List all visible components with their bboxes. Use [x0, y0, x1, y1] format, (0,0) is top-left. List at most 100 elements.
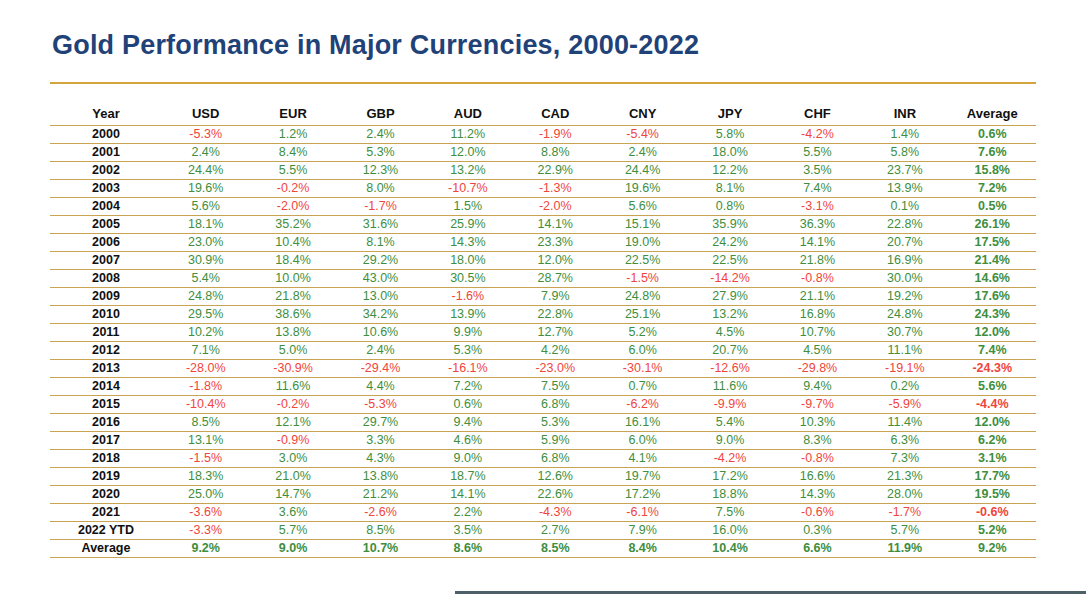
column-header-jpy: JPY — [686, 100, 773, 126]
value-cell: -0.8% — [774, 270, 861, 288]
value-cell: 6.8% — [512, 450, 599, 468]
value-cell: 31.6% — [337, 216, 424, 234]
value-cell: 10.4% — [686, 540, 773, 558]
value-cell: 20.7% — [861, 234, 948, 252]
table-row-2009: 200924.8%21.8%13.0%-1.6%7.9%24.8%27.9%21… — [50, 288, 1036, 306]
table-row-2021: 2021-3.6%3.6%-2.6%2.2%-4.3%-6.1%7.5%-0.6… — [50, 504, 1036, 522]
value-cell: -9.9% — [686, 396, 773, 414]
value-cell: 28.0% — [861, 486, 948, 504]
value-cell: 21.0% — [249, 468, 336, 486]
value-cell: 7.9% — [599, 522, 686, 540]
table-header-row: YearUSDEURGBPAUDCADCNYJPYCHFINRAverage — [50, 100, 1036, 126]
value-cell: -3.3% — [162, 522, 249, 540]
value-cell: -9.7% — [774, 396, 861, 414]
value-cell: 0.5% — [949, 198, 1036, 216]
value-cell: 8.8% — [512, 144, 599, 162]
value-cell: 9.4% — [774, 378, 861, 396]
value-cell: -0.2% — [249, 180, 336, 198]
value-cell: 17.2% — [686, 468, 773, 486]
value-cell: -3.6% — [162, 504, 249, 522]
row-label: 2018 — [50, 450, 162, 468]
value-cell: 3.1% — [949, 450, 1036, 468]
value-cell: 8.3% — [774, 432, 861, 450]
value-cell: 5.3% — [337, 144, 424, 162]
value-cell: -23.0% — [512, 360, 599, 378]
value-cell: -5.9% — [861, 396, 948, 414]
table-row-2007: 200730.9%18.4%29.2%18.0%12.0%22.5%22.5%2… — [50, 252, 1036, 270]
value-cell: 16.6% — [774, 468, 861, 486]
value-cell: 13.0% — [337, 288, 424, 306]
value-cell: -0.8% — [774, 450, 861, 468]
gold-performance-table: YearUSDEURGBPAUDCADCNYJPYCHFINRAverage 2… — [50, 100, 1036, 558]
value-cell: 9.4% — [424, 414, 511, 432]
value-cell: 22.5% — [599, 252, 686, 270]
value-cell: 28.7% — [512, 270, 599, 288]
value-cell: 10.4% — [249, 234, 336, 252]
row-label: Average — [50, 540, 162, 558]
row-label: 2003 — [50, 180, 162, 198]
value-cell: 2.4% — [162, 144, 249, 162]
value-cell: 38.6% — [249, 306, 336, 324]
value-cell: 9.0% — [424, 450, 511, 468]
value-cell: 1.4% — [861, 126, 948, 144]
value-cell: 0.6% — [424, 396, 511, 414]
value-cell: 13.2% — [424, 162, 511, 180]
value-cell: 13.8% — [337, 468, 424, 486]
value-cell: -6.2% — [599, 396, 686, 414]
value-cell: 12.2% — [686, 162, 773, 180]
value-cell: 12.7% — [512, 324, 599, 342]
table-header: YearUSDEURGBPAUDCADCNYJPYCHFINRAverage — [50, 100, 1036, 126]
value-cell: 5.3% — [424, 342, 511, 360]
column-header-chf: CHF — [774, 100, 861, 126]
title-underline — [50, 82, 1036, 84]
value-cell: 11.6% — [686, 378, 773, 396]
value-cell: 24.8% — [861, 306, 948, 324]
value-cell: 3.0% — [249, 450, 336, 468]
value-cell: 10.6% — [337, 324, 424, 342]
value-cell: -1.7% — [337, 198, 424, 216]
value-cell: 5.6% — [949, 378, 1036, 396]
value-cell: 21.8% — [774, 252, 861, 270]
value-cell: 9.2% — [162, 540, 249, 558]
value-cell: -0.6% — [949, 504, 1036, 522]
value-cell: 3.6% — [249, 504, 336, 522]
value-cell: 18.3% — [162, 468, 249, 486]
value-cell: 21.4% — [949, 252, 1036, 270]
row-label: 2007 — [50, 252, 162, 270]
table-row-2006: 200623.0%10.4%8.1%14.3%23.3%19.0%24.2%14… — [50, 234, 1036, 252]
value-cell: -1.6% — [424, 288, 511, 306]
row-label: 2012 — [50, 342, 162, 360]
column-header-inr: INR — [861, 100, 948, 126]
value-cell: 6.2% — [949, 432, 1036, 450]
value-cell: -10.4% — [162, 396, 249, 414]
row-label: 2015 — [50, 396, 162, 414]
table-row-2014: 2014-1.8%11.6%4.4%7.2%7.5%0.7%11.6%9.4%0… — [50, 378, 1036, 396]
table-row-2012: 20127.1%5.0%2.4%5.3%4.2%6.0%20.7%4.5%11.… — [50, 342, 1036, 360]
value-cell: 8.1% — [686, 180, 773, 198]
value-cell: -30.1% — [599, 360, 686, 378]
value-cell: 14.3% — [774, 486, 861, 504]
value-cell: 24.3% — [949, 306, 1036, 324]
value-cell: 6.0% — [599, 342, 686, 360]
value-cell: -0.6% — [774, 504, 861, 522]
value-cell: 36.3% — [774, 216, 861, 234]
value-cell: -24.3% — [949, 360, 1036, 378]
row-label: 2017 — [50, 432, 162, 450]
value-cell: 9.9% — [424, 324, 511, 342]
value-cell: 30.5% — [424, 270, 511, 288]
value-cell: -4.2% — [774, 126, 861, 144]
table-row-2018: 2018-1.5%3.0%4.3%9.0%6.8%4.1%-4.2%-0.8%7… — [50, 450, 1036, 468]
value-cell: 24.8% — [599, 288, 686, 306]
table-row-2020: 202025.0%14.7%21.2%14.1%22.6%17.2%18.8%1… — [50, 486, 1036, 504]
value-cell: 29.5% — [162, 306, 249, 324]
value-cell: 13.9% — [424, 306, 511, 324]
value-cell: -19.1% — [861, 360, 948, 378]
column-header-gbp: GBP — [337, 100, 424, 126]
value-cell: 14.1% — [424, 486, 511, 504]
value-cell: 13.9% — [861, 180, 948, 198]
value-cell: 4.1% — [599, 450, 686, 468]
value-cell: 22.9% — [512, 162, 599, 180]
value-cell: 22.8% — [512, 306, 599, 324]
value-cell: 0.1% — [861, 198, 948, 216]
value-cell: -16.1% — [424, 360, 511, 378]
